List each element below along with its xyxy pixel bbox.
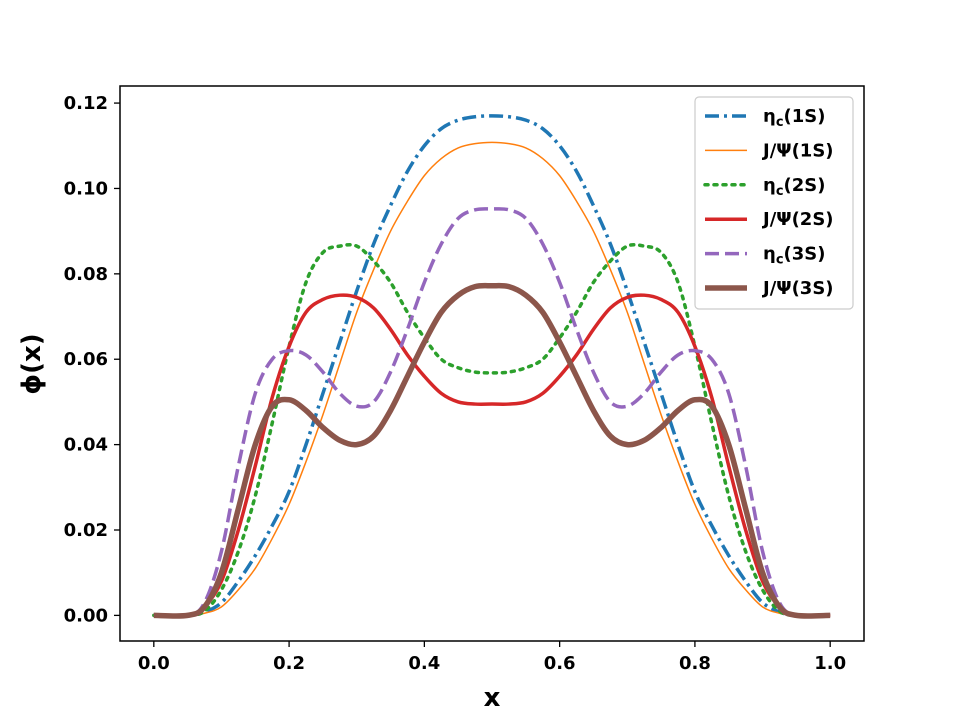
x-tick-label: 0.0 [138, 653, 170, 674]
series-line-4 [153, 207, 831, 619]
legend-label-2: ηc(2S) [763, 175, 826, 199]
series-line-1 [153, 141, 831, 617]
legend-label-1: J/Ψ(1S) [761, 140, 834, 161]
x-tick-label: 0.6 [544, 653, 576, 674]
legend-label-3: J/Ψ(2S) [761, 209, 834, 230]
x-tick-label: 0.2 [273, 653, 305, 674]
legend-label-main: η [763, 106, 776, 127]
x-axis-label: x [484, 683, 501, 713]
legend-label-main: J/Ψ(3S) [761, 278, 834, 299]
y-tick-label: 0.08 [64, 264, 108, 285]
legend-label-0: ηc(1S) [763, 106, 826, 130]
legend-label-main: η [763, 175, 776, 196]
legend-label-main: η [763, 244, 776, 265]
legend-label-4: ηc(3S) [763, 244, 826, 268]
y-tick-label: 0.06 [64, 349, 108, 370]
legend-label-subscript: c [776, 115, 784, 130]
x-axis: 0.0 0.2 0.4 0.6 0.8 1.0 [138, 641, 846, 674]
legend-label-tail: (2S) [784, 175, 826, 196]
legend-label-tail: (1S) [784, 106, 826, 127]
y-tick-label: 0.04 [64, 435, 108, 456]
series-line-3 [153, 293, 831, 618]
legend: ηc(1S)J/Ψ(1S)ηc(2S)J/Ψ(2S)ηc(3S)J/Ψ(3S) [694, 96, 854, 310]
series-line-5 [153, 282, 831, 619]
legend-label-main: J/Ψ(1S) [761, 140, 834, 161]
legend-label-5: J/Ψ(3S) [761, 278, 834, 299]
y-tick-label: 0.02 [64, 520, 108, 541]
legend-label-subscript: c [776, 253, 784, 268]
legend-label-tail: (3S) [784, 244, 826, 265]
y-tick-label: 0.00 [64, 605, 108, 626]
legend-label-main: J/Ψ(2S) [761, 209, 834, 230]
legend-label-subscript: c [776, 184, 784, 199]
x-tick-label: 1.0 [814, 653, 846, 674]
x-tick-label: 0.8 [679, 653, 711, 674]
y-tick-label: 0.10 [64, 178, 108, 199]
y-tick-label: 0.12 [64, 93, 108, 114]
y-axis-label: ϕ(x) [17, 333, 47, 394]
series-layer [152, 114, 832, 619]
series-line-0 [153, 114, 831, 618]
x-tick-label: 0.4 [408, 653, 440, 674]
y-axis: 0.00 0.02 0.04 0.06 0.08 0.10 0.12 [64, 93, 120, 626]
plot-frame [119, 85, 865, 642]
